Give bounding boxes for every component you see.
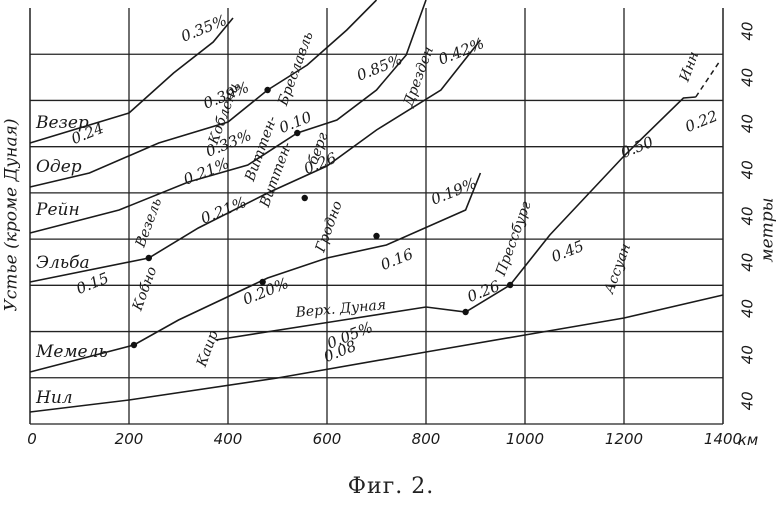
x-tick-label-4: 800 xyxy=(412,430,441,448)
series-3-marker-0 xyxy=(294,129,301,137)
point-label-6: Бреславль xyxy=(275,30,317,109)
point-label-1: Везель xyxy=(132,196,165,250)
series-name-1: Мемель xyxy=(35,342,108,362)
x-tick-label-6: 1200 xyxy=(605,430,643,448)
right-tick-label-1: 40 xyxy=(739,68,757,87)
series-6-segment-label-4: 0.22 xyxy=(682,107,720,136)
series-1-marker-0 xyxy=(130,341,138,349)
series-name-3: Рейн xyxy=(35,200,80,220)
series-line-1 xyxy=(29,172,482,373)
series-2-marker-1 xyxy=(301,194,308,202)
x-tick-label-2: 400 xyxy=(214,430,243,448)
series-6-marker-1 xyxy=(506,281,514,289)
series-3-segment-label-2: 0.85% xyxy=(354,50,405,85)
series-1-marker-2 xyxy=(373,232,380,240)
series-2-marker-0 xyxy=(145,254,152,262)
series-name-4: Одер xyxy=(36,157,82,177)
series-name-6: Верх. Дуная xyxy=(294,297,387,321)
label-layer: Нил0.08Мемель0.20%0.160.19%Эльба0.150.21… xyxy=(35,11,720,408)
series-name-2: Эльба xyxy=(36,253,90,273)
right-tick-label-4: 40 xyxy=(739,206,757,225)
series-2-segment-label-0: 0.15 xyxy=(74,269,112,298)
x-tick-label-5: 1000 xyxy=(506,430,544,448)
x-tick-label-0: 0 xyxy=(27,430,37,448)
point-label-10: Ассуан xyxy=(601,241,634,296)
x-axis-label: км xyxy=(738,431,758,449)
x-tick-label-1: 200 xyxy=(115,430,144,448)
right-tick-label-5: 40 xyxy=(739,253,757,272)
inn-dashed-extension xyxy=(695,59,722,98)
point-label-11: Каир xyxy=(194,328,222,369)
right-tick-label-7: 40 xyxy=(739,345,757,364)
series-1-marker-1 xyxy=(259,278,266,286)
series-2-segment-label-1: 0.21% xyxy=(198,193,249,228)
right-tick-label-6: 40 xyxy=(739,299,757,318)
series-name-5: Везер xyxy=(35,113,89,133)
series-6-marker-0 xyxy=(462,308,469,316)
right-tick-label-8: 40 xyxy=(739,391,757,410)
figure-caption: Фиг. 2. xyxy=(347,474,435,499)
x-tick-label-3: 600 xyxy=(313,430,342,448)
series-layer xyxy=(29,0,724,413)
series-4-marker-0 xyxy=(264,86,271,94)
point-label-2: Гродно xyxy=(312,199,346,255)
right-tick-label-2: 40 xyxy=(739,114,757,133)
series-3-segment-label-0: 0.21% xyxy=(181,154,232,189)
series-name-0: Нил xyxy=(35,388,73,408)
x-tick-label-7: 1400 xyxy=(704,430,742,448)
series-6-segment-label-2: 0.45 xyxy=(549,237,587,266)
series-line-0 xyxy=(29,294,724,413)
series-1-segment-label-1: 0.16 xyxy=(378,245,416,274)
left-axis-label: Устье (кроме Дуная) xyxy=(2,118,22,311)
right-tick-label-3: 40 xyxy=(739,160,757,179)
series-line-5 xyxy=(29,17,234,144)
series-1-segment-label-2: 0.19% xyxy=(428,174,479,209)
point-label-0: Кобно xyxy=(129,265,160,314)
series-5-segment-label-1: 0.35% xyxy=(178,11,229,46)
series-line-2 xyxy=(29,39,482,283)
right-axis-label: метры xyxy=(758,197,778,262)
right-tick-label-0: 40 xyxy=(739,22,757,41)
series-line-4 xyxy=(29,0,378,188)
